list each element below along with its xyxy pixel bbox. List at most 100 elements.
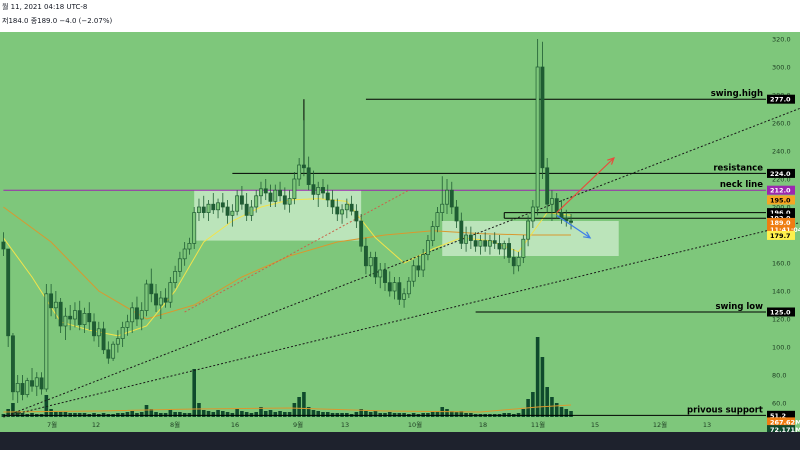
volume-bar	[263, 411, 268, 417]
volume-bar	[44, 395, 49, 417]
candle-body	[454, 206, 459, 222]
price-tick-label: 80.0	[772, 372, 786, 380]
up-projection-arrow	[556, 157, 615, 214]
candle-body	[197, 206, 201, 213]
up-projection-arrow-head	[607, 157, 615, 165]
volume-bar	[235, 409, 239, 417]
volume-moving-average	[3, 404, 572, 413]
volume-bar	[144, 405, 149, 417]
candle-body	[392, 282, 397, 292]
candle-body	[507, 243, 511, 258]
candle-body	[406, 280, 411, 295]
volume-bar	[316, 411, 321, 417]
volume-bar	[173, 412, 177, 417]
price-badge	[767, 185, 795, 195]
annotation-label: resistance	[713, 163, 763, 173]
volume-bar	[244, 412, 249, 417]
candle-body	[82, 313, 87, 325]
volume-bar	[63, 412, 68, 417]
volume-bar	[254, 412, 259, 417]
candle-body	[239, 195, 244, 205]
volume-bar	[449, 411, 454, 417]
price-tick-label: 260.0	[772, 120, 791, 128]
time-tick-label: 11월	[531, 420, 545, 429]
candle-body	[435, 212, 440, 227]
time-tick-label: 15	[591, 421, 599, 429]
bottom-toolbar	[0, 432, 800, 450]
candle-body	[430, 226, 435, 241]
down-projection-arrow	[556, 214, 591, 239]
price-tick-label: 100.0	[772, 344, 791, 352]
price-tick-label: 120.0	[772, 316, 791, 324]
candle-body	[516, 257, 521, 267]
candle-body	[445, 189, 449, 205]
volume-bar	[197, 403, 201, 417]
candle-body	[387, 282, 392, 292]
candle-body	[101, 328, 106, 351]
candle-body	[20, 383, 25, 395]
volume-bar	[283, 412, 287, 417]
candle-body	[526, 220, 531, 240]
candle-body	[259, 188, 263, 197]
price-badge	[767, 195, 795, 205]
volume-bar	[550, 397, 554, 417]
candle-body	[363, 245, 368, 267]
candle-body	[383, 269, 387, 283]
candle-body	[273, 189, 278, 202]
volume-bar	[211, 412, 216, 417]
candle-body	[311, 184, 316, 195]
candle-body	[540, 66, 545, 169]
volume-bar	[154, 412, 158, 417]
candle-body	[230, 210, 235, 216]
price-badge-label: 224.0	[770, 170, 791, 178]
price-badge-label: 196.0	[770, 209, 791, 217]
volume-bar	[454, 412, 459, 417]
candle-body	[449, 189, 454, 208]
candle-body	[44, 293, 49, 390]
volume-bar	[1, 414, 6, 417]
price-badge	[767, 417, 795, 427]
price-badge	[767, 168, 795, 178]
volume-bar	[49, 409, 53, 417]
price-badge	[767, 217, 795, 227]
candle-body	[144, 283, 149, 311]
candle-body	[301, 164, 306, 169]
consolidation-zone-1	[194, 190, 362, 241]
price-chart[interactable]: swing.high resistance neck line swing low pr…	[0, 0, 800, 432]
volume-bar	[321, 412, 325, 417]
candle-body	[464, 234, 469, 244]
volume-bar	[6, 409, 10, 417]
volume-bar	[206, 411, 211, 417]
price-tick-label: 140.0	[772, 288, 791, 296]
price-badge-label: 212.0	[770, 187, 791, 195]
price-badge	[767, 307, 795, 317]
candle-body	[554, 198, 559, 213]
price-tick-label: 200.0	[772, 204, 791, 212]
volume-bar	[368, 412, 373, 417]
candle-body	[306, 167, 311, 185]
price-badge-label: 277.0	[770, 96, 791, 104]
candle-body	[511, 257, 516, 267]
candle-body	[77, 310, 82, 325]
plot-area[interactable]	[0, 32, 766, 417]
candle-body	[564, 217, 569, 222]
candle-body	[335, 206, 340, 215]
candle-body	[139, 310, 144, 320]
volume-bar	[540, 357, 545, 417]
price-tick-label: 60.0	[772, 400, 786, 408]
candle-body	[473, 240, 478, 247]
volume-bar	[125, 412, 130, 417]
volume-bar	[535, 337, 540, 417]
price-badge-label: 267.62M	[770, 418, 800, 426]
candle-body	[483, 240, 488, 247]
candle-body	[34, 377, 39, 387]
candle-body	[111, 343, 116, 359]
time-tick-label: 9월	[293, 420, 303, 429]
volume-bar	[221, 411, 225, 417]
candle-body	[216, 202, 220, 211]
volume-bar	[216, 410, 220, 417]
time-tick-label: 16	[231, 421, 239, 429]
volume-bar	[373, 411, 378, 417]
volume-bar	[11, 403, 15, 417]
